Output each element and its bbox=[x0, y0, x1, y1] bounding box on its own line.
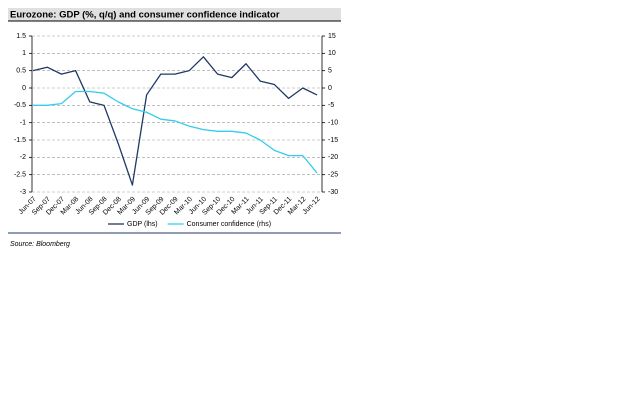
y2-tick-label: -30 bbox=[328, 189, 338, 196]
series-line bbox=[33, 90, 318, 174]
y2-tick-label: -15 bbox=[328, 137, 338, 144]
y-tick-label: -2 bbox=[20, 154, 26, 161]
series-line bbox=[32, 56, 318, 186]
y-tick-label: -1 bbox=[20, 120, 26, 127]
y-tick-label: -0.5 bbox=[14, 102, 26, 109]
y-tick-label: 1.5 bbox=[16, 33, 26, 40]
y2-tick-label: 0 bbox=[328, 85, 332, 92]
y2-tick-label: 15 bbox=[328, 33, 336, 40]
y-tick-label: -1.5 bbox=[14, 137, 26, 144]
y2-tick-label: -20 bbox=[328, 154, 338, 161]
chart-title: Eurozone: GDP (%, q/q) and consumer conf… bbox=[10, 10, 280, 21]
legend-label: GDP (lhs) bbox=[127, 221, 158, 228]
y-tick-label: 0 bbox=[22, 85, 26, 92]
y-tick-label: -2.5 bbox=[14, 172, 26, 179]
y-tick-label: 1 bbox=[22, 50, 26, 57]
y2-tick-label: 5 bbox=[328, 68, 332, 75]
y-tick-label: 0.5 bbox=[16, 68, 26, 75]
legend-label: Consumer confidence (rhs) bbox=[187, 221, 271, 228]
y2-tick-label: -25 bbox=[328, 172, 338, 179]
y2-tick-label: -5 bbox=[328, 102, 334, 109]
y-tick-label: -3 bbox=[20, 189, 26, 196]
y2-tick-label: -10 bbox=[328, 120, 338, 127]
source: Source: Bloomberg bbox=[10, 241, 70, 248]
y2-tick-label: 10 bbox=[328, 50, 336, 57]
title-band bbox=[8, 8, 341, 21]
